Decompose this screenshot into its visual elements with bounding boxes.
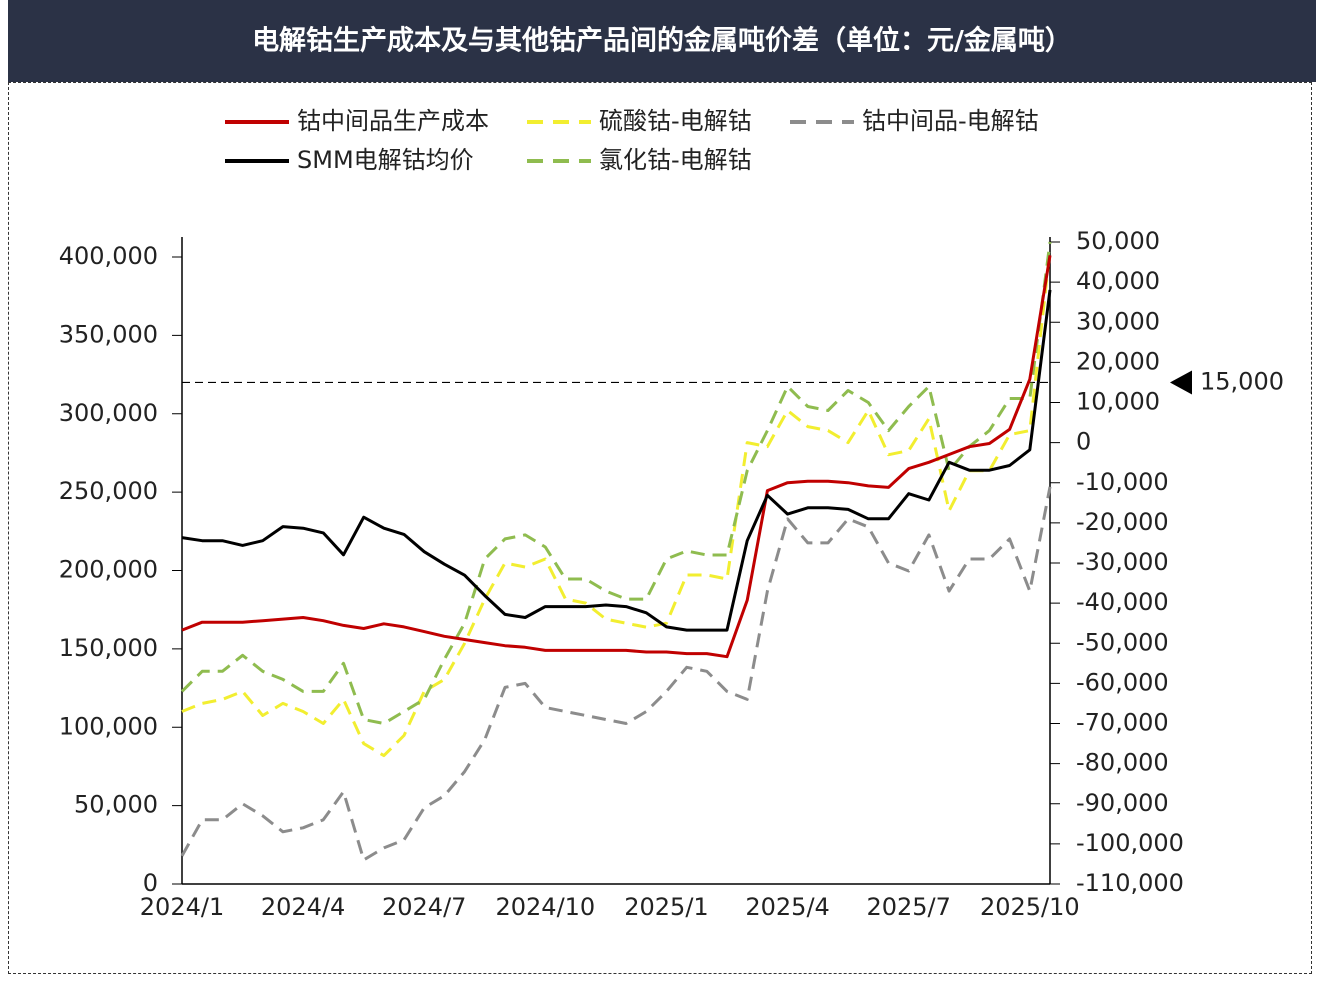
x-tick-label: 2025/4 [745,893,829,921]
y2-tick-label: -40,000 [1076,588,1169,616]
series-line [181,255,1052,659]
y2-tick-label: -20,000 [1076,508,1169,536]
y-tick-label: 200,000 [59,556,158,584]
y2-tick-label: -110,000 [1076,869,1184,897]
chart-frame [8,82,1312,974]
y-tick-label: 400,000 [59,242,158,270]
reference-arrow [1170,370,1192,395]
y2-tick-label: -80,000 [1076,749,1169,777]
y2-tick-label: -30,000 [1076,548,1169,576]
y-tick-label: 300,000 [59,399,158,427]
y2-tick-label: -60,000 [1076,668,1169,696]
reference-label: 15,000 [1200,367,1284,395]
legend-label: 氯化钴-电解钴 [599,146,752,174]
y-tick-label: 100,000 [59,712,158,740]
x-tick-label: 2025/1 [624,893,708,921]
legend-label: 硫酸钴-电解钴 [599,107,752,135]
y2-tick-label: -70,000 [1076,709,1169,737]
legend-label: SMM电解钴均价 [297,146,474,174]
x-tick-label: 2024/10 [495,893,595,921]
y2-tick-label: 20,000 [1076,347,1160,375]
y-tick-label: 250,000 [59,477,158,505]
chart-title: 电解钴生产成本及与其他钴产品间的金属吨价差（单位：元/金属吨） [252,25,1072,57]
y2-tick-label: 50,000 [1076,227,1160,255]
x-tick-label: 2025/7 [866,893,950,921]
legend-label: 钴中间品-电解钴 [862,107,1039,135]
legend-label: 钴中间品生产成本 [297,107,489,135]
y-tick-label: 0 [143,869,158,897]
x-tick-label: 2024/4 [261,893,345,921]
y2-tick-label: 0 [1076,428,1091,456]
x-tick-label: 2024/7 [382,893,466,921]
y2-tick-label: 10,000 [1076,388,1160,416]
y2-tick-label: -90,000 [1076,789,1169,817]
series-line [180,486,1052,862]
y2-tick-label: 30,000 [1076,307,1160,335]
y-tick-label: 350,000 [59,320,158,348]
y2-tick-label: -100,000 [1076,829,1184,857]
x-tick-label: 2024/1 [140,893,224,921]
series-line [180,241,1052,725]
y2-tick-label: -50,000 [1076,628,1169,656]
y-tick-label: 50,000 [74,791,158,819]
y-tick-label: 150,000 [59,634,158,662]
series-line [181,249,1052,758]
y2-tick-label: 40,000 [1076,267,1160,295]
x-tick-label: 2025/10 [980,893,1080,921]
title-bar [8,0,1316,82]
series-line [181,289,1052,632]
y2-tick-label: -10,000 [1076,468,1169,496]
